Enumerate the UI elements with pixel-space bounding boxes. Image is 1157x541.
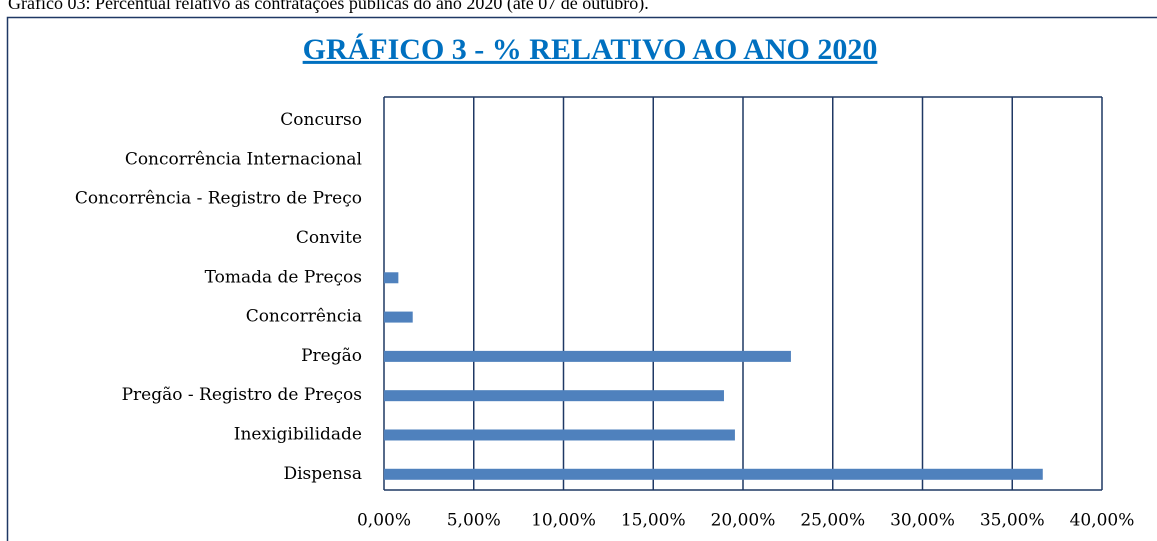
bar (384, 272, 399, 284)
y-tick-label: Convite (296, 228, 362, 248)
x-tick-label: 20,00% (711, 511, 776, 531)
chart-title: GRÁFICO 3 - % RELATIVO AO ANO 2020 (303, 33, 878, 66)
x-tick-label: 25,00% (800, 511, 865, 531)
y-tick-label: Tomada de Preços (205, 267, 362, 287)
bar (384, 468, 1043, 480)
chart-frame (6, 16, 1157, 541)
bar (384, 429, 735, 441)
x-tick-label: 30,00% (890, 511, 955, 531)
x-tick-label: 0,00% (357, 511, 411, 531)
y-tick-label: Concorrência (246, 307, 362, 327)
y-tick-label: Dispensa (283, 464, 362, 484)
y-tick-label: Pregão (301, 346, 362, 366)
y-tick-label: Concorrência Internacional (125, 149, 362, 169)
y-tick-label: Pregão - Registro de Preços (122, 385, 362, 405)
x-tick-label: 40,00% (1070, 511, 1135, 531)
caption: Gráfico 03: Percentual relativo às contr… (8, 0, 649, 14)
y-tick-label: Concorrência - Registro de Preço (75, 189, 362, 209)
x-tick-label: 10,00% (531, 511, 596, 531)
y-tick-label: Inexigibilidade (234, 424, 362, 444)
x-tick-label: 5,00% (447, 511, 501, 531)
y-tick-label: Concurso (280, 110, 362, 130)
bar (384, 390, 724, 402)
bar (384, 350, 791, 362)
x-tick-label: 35,00% (980, 511, 1045, 531)
x-tick-label: 15,00% (621, 511, 686, 531)
bar (384, 311, 413, 323)
